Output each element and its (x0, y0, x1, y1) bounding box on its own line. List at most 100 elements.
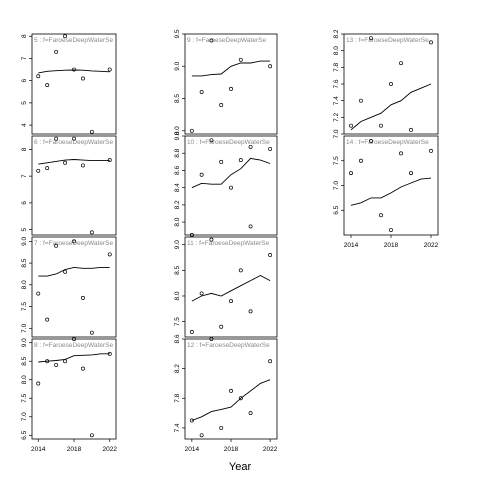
data-point (54, 362, 59, 367)
x-tick-label: 2022 (424, 242, 439, 249)
y-tick-label: 7.0 (21, 412, 28, 421)
data-point (219, 425, 224, 430)
trend-line (38, 69, 110, 74)
data-point (268, 146, 273, 151)
data-point (45, 359, 50, 364)
data-point (238, 158, 243, 163)
panel-title: 8 : f=FaroeseDeepWaterSe (34, 342, 113, 349)
y-tick-label: 7.5 (21, 302, 28, 311)
data-point (268, 64, 273, 69)
x-tick-label: 2018 (224, 446, 239, 453)
y-tick-label: 8.5 (174, 265, 181, 274)
data-point (359, 158, 363, 163)
data-point (209, 138, 214, 143)
data-point (72, 337, 76, 341)
data-point (54, 243, 59, 248)
panel-5: 9 : f=FaroeseDeepWaterSe 8.0 8.5 9.0 9.5 (174, 29, 278, 149)
y-tick-label: 7.8 (174, 393, 181, 402)
data-point (63, 269, 68, 274)
y-tick-label: 7.4 (333, 96, 340, 105)
y-tick-label: 9.0 (174, 240, 181, 249)
data-point (107, 252, 112, 257)
y-tick-label: 7.5 (21, 393, 28, 402)
data-point (72, 136, 76, 141)
data-point (107, 351, 112, 356)
y-tick-label: 5 (21, 227, 28, 231)
y-tick-label: 8.6 (174, 334, 181, 343)
x-tick-label: 2014 (344, 242, 359, 249)
y-tick-label: 8.2 (174, 200, 181, 209)
data-point (54, 49, 59, 54)
y-tick-label: 8 (21, 147, 28, 151)
data-point (369, 36, 373, 41)
data-point (209, 337, 214, 341)
data-point (80, 163, 85, 168)
panel-frame (184, 236, 278, 338)
data-point (189, 418, 194, 423)
data-point (248, 309, 253, 314)
trend-line (191, 274, 271, 302)
panel-frame (343, 33, 439, 135)
trend-line (38, 353, 110, 363)
data-point (89, 330, 94, 335)
data-point (89, 433, 94, 438)
panel-frame (184, 135, 278, 236)
y-tick-label: 8.0 (21, 280, 28, 289)
panel-frame (343, 135, 439, 236)
panel-8: 12 : f=FaroeseDeepWaterSe 7.4 7.8 8.2 8.6 201… (174, 334, 278, 453)
y-tick-label: 8.5 (21, 258, 28, 267)
data-point (248, 144, 253, 149)
data-point (429, 40, 433, 45)
data-point (238, 396, 243, 401)
panel-3: 7 : f=FaroeseDeepWaterSe 7.0 7.5 8.0 8.5 9.0 (21, 236, 117, 338)
data-point (189, 233, 194, 237)
y-tick-label: 7 (21, 56, 28, 60)
y-tick-label: 8.0 (21, 375, 28, 384)
panel-frame (31, 236, 117, 338)
data-point (80, 366, 85, 371)
y-tick-label: 9.0 (174, 131, 181, 140)
y-tick-label: 7.5 (333, 156, 340, 165)
y-tick-label: 6.5 (21, 430, 28, 439)
y-tick-label: 6 (21, 78, 28, 82)
y-tick-label: 8.0 (174, 217, 181, 226)
y-tick-label: 8.2 (333, 29, 340, 38)
panel-2: 6 : f=FaroeseDeepWaterSe 5 6 7 8 (21, 135, 117, 236)
panel-title: 12 : f=FaroeseDeepWaterSe (187, 342, 270, 349)
data-point (349, 171, 353, 176)
data-point (409, 171, 413, 176)
y-tick-label: 7.6 (333, 79, 340, 88)
trend-line (191, 157, 271, 189)
x-tick-label: 2014 (185, 446, 200, 453)
panel-frame (31, 135, 117, 236)
x-tick-label: 2018 (384, 242, 399, 249)
panel-title: 13 : f=FaroeseDeepWaterSe (346, 37, 429, 44)
data-point (359, 98, 363, 103)
data-point (409, 127, 413, 132)
panel-frame (31, 33, 117, 135)
y-tick-label: 7.0 (333, 181, 340, 190)
data-point (229, 86, 233, 91)
trend-line (350, 177, 432, 206)
data-point (63, 359, 68, 364)
y-tick-label: 5 (21, 101, 28, 105)
data-point (107, 158, 112, 163)
data-point (89, 230, 94, 235)
panel-frame (184, 33, 278, 135)
trend-line (191, 60, 271, 77)
panel-title: 6 : f=FaroeseDeepWaterSe (34, 139, 113, 146)
panel-7: 11 : f=FaroeseDeepWaterSe 7.5 8.0 8.5 9.0 (174, 236, 278, 338)
data-point (63, 160, 68, 165)
y-tick-label: 6.5 (333, 205, 340, 214)
data-point (349, 123, 353, 128)
trend-line (38, 266, 110, 277)
data-point (219, 103, 224, 107)
data-point (72, 67, 76, 72)
panel-title: 5 : f=FaroeseDeepWaterSe (34, 37, 113, 44)
data-point (268, 359, 273, 364)
trend-line (191, 379, 271, 421)
data-point (229, 299, 233, 304)
panel-9: 13 : f=FaroeseDeepWaterSe 7.0 7.2 7.4 7.6 7.8… (333, 29, 439, 139)
y-tick-label: 4 (21, 123, 28, 127)
